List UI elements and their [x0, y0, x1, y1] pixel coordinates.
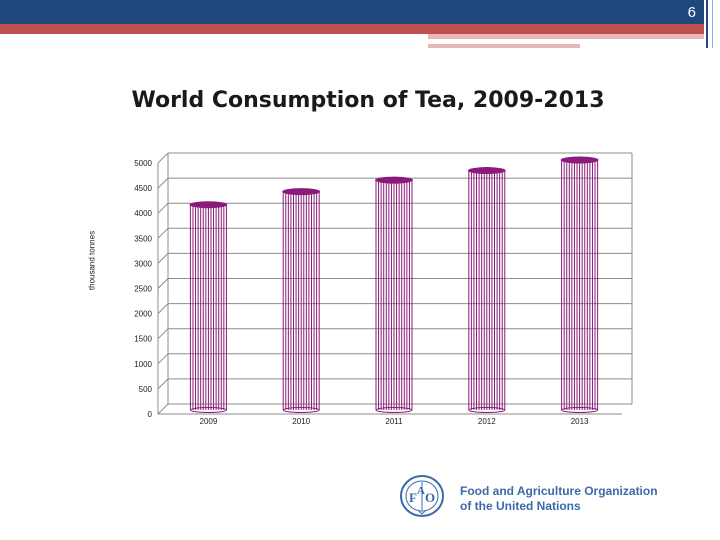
- bar-2011: [375, 176, 413, 413]
- chart-title: World Consumption of Tea, 2009-2013: [131, 88, 605, 113]
- header-accent-pink: [428, 34, 704, 39]
- y-tick-label: 500: [139, 385, 153, 394]
- y-tick-label: 2000: [134, 310, 152, 319]
- bar-2010: [282, 188, 321, 413]
- fao-name-line2: of the United Nations: [460, 499, 581, 513]
- header-accent-red: [0, 24, 704, 34]
- gridline-diagonal: [157, 303, 169, 314]
- gridline-diagonal: [157, 378, 169, 390]
- x-tick-label: 2012: [478, 417, 496, 426]
- x-tick-label: 2010: [292, 417, 310, 426]
- gridline-diagonal: [157, 227, 169, 239]
- bar-2009: [189, 201, 228, 413]
- slide-number: 6: [687, 4, 696, 21]
- fao-emblem-icon: F A O: [400, 475, 444, 517]
- x-tick-label: 2013: [571, 417, 589, 426]
- y-tick-label: 3000: [134, 259, 152, 268]
- y-tick-label: 3500: [134, 234, 152, 243]
- gridline-diagonal: [157, 403, 169, 415]
- bar-2013: [560, 156, 599, 413]
- y-tick-label: 1000: [134, 360, 152, 369]
- header-vline-thin: [712, 0, 713, 48]
- svg-text:O: O: [425, 490, 435, 505]
- gridline-diagonal: [157, 152, 169, 164]
- y-tick-label: 1500: [134, 335, 152, 344]
- header-vline: [706, 0, 708, 48]
- x-tick-label: 2009: [200, 417, 218, 426]
- svg-text:F: F: [409, 490, 417, 505]
- gridline-diagonal: [157, 202, 169, 214]
- x-tick-label: 2011: [385, 417, 403, 426]
- y-tick-label: 4000: [134, 209, 152, 218]
- gridline-diagonal: [157, 253, 169, 264]
- bar-2012: [467, 167, 506, 413]
- fao-logo: F A O Food and Agriculture Organization …: [398, 474, 698, 518]
- y-tick-label: 5000: [134, 159, 152, 168]
- y-tick-label: 4500: [134, 184, 152, 193]
- fao-name-line1: Food and Agriculture Organization: [460, 484, 658, 498]
- svg-text:A: A: [417, 485, 425, 497]
- gridline-diagonal: [157, 328, 169, 340]
- header-accent-pink-2: [428, 44, 580, 48]
- gridline-diagonal: [157, 177, 169, 189]
- gridline-diagonal: [157, 278, 169, 289]
- y-tick-label: 2500: [134, 285, 152, 294]
- gridline-diagonal: [157, 353, 169, 365]
- y-tick-label: 0: [148, 410, 153, 419]
- header-bar: [0, 0, 704, 24]
